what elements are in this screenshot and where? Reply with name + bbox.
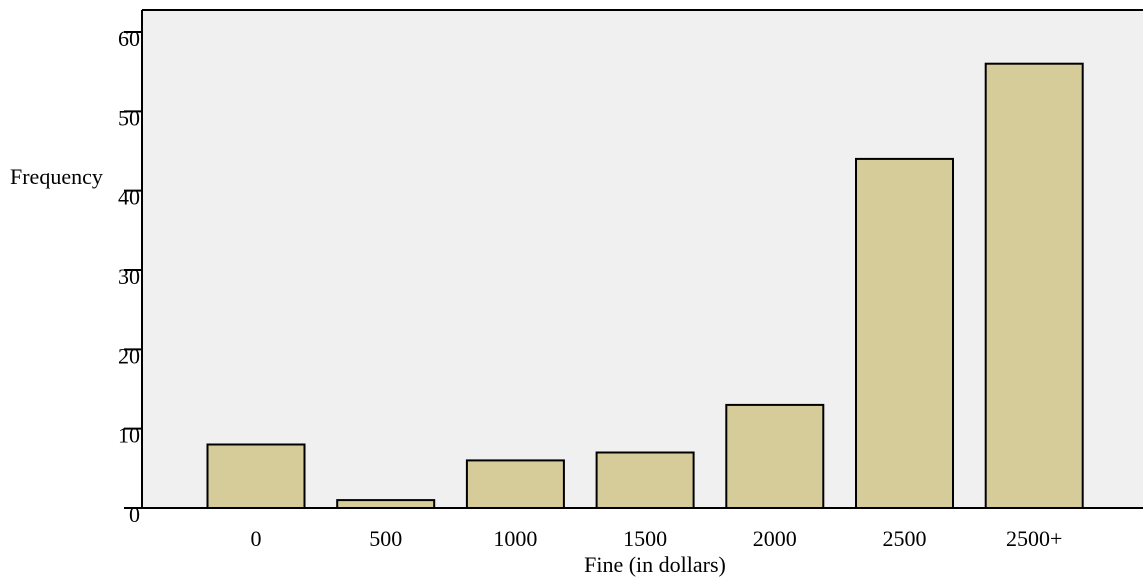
- x-tick-label-2000: 2000: [753, 526, 797, 551]
- x-tick-label-0: 0: [251, 526, 262, 551]
- bar-2000: [725, 403, 825, 509]
- plot-area: [142, 10, 1143, 508]
- bar-0: [206, 443, 306, 509]
- x-tick-label-500: 500: [369, 526, 402, 551]
- bar-1500: [595, 451, 695, 509]
- x-axis-title: Fine (in dollars): [584, 552, 726, 577]
- bar-1000: [465, 459, 565, 509]
- x-tick-label-1500: 1500: [623, 526, 667, 551]
- y-tick-label-30: 30: [118, 264, 140, 289]
- bars-group: [206, 62, 1084, 510]
- y-tick-label-60: 60: [118, 26, 140, 51]
- y-tick-label-50: 50: [118, 105, 140, 130]
- y-tick-label-40: 40: [118, 185, 140, 210]
- bar-500: [336, 499, 436, 510]
- x-axis: 0 500 1000 1500 2000 2500 2500+: [142, 507, 1143, 551]
- y-tick-label-0: 0: [129, 502, 140, 527]
- y-tick-label-10: 10: [118, 423, 140, 448]
- y-axis-title: Frequency: [10, 164, 103, 189]
- x-tick-label-2500-plus: 2500+: [1006, 526, 1062, 551]
- y-tick-label-20: 20: [118, 343, 140, 368]
- bar-2500-plus: [984, 62, 1084, 509]
- y-axis: 0 10 20 30 40 50 60: [118, 9, 1143, 527]
- bar-2500: [855, 157, 954, 509]
- x-tick-label-2500: 2500: [883, 526, 927, 551]
- x-tick-label-1000: 1000: [493, 526, 537, 551]
